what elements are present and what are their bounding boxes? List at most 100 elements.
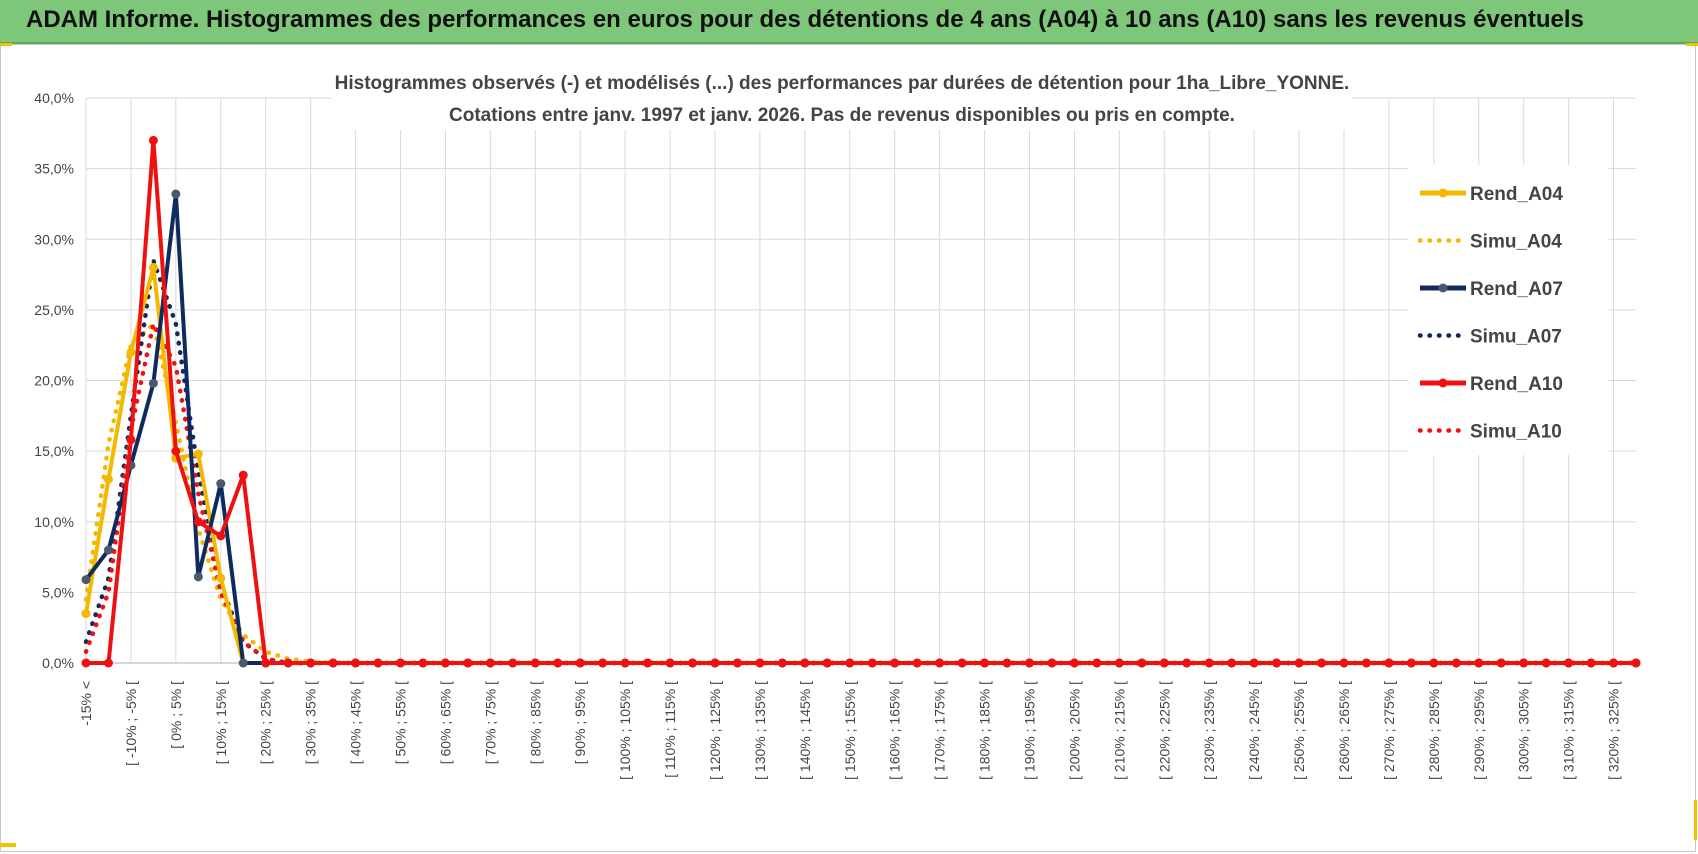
data-point-rend_a10 <box>598 658 608 668</box>
data-point-rend_a10 <box>1541 658 1551 668</box>
data-point-rend_a10 <box>1227 658 1237 668</box>
data-point-rend_a10 <box>216 531 226 541</box>
data-point-rend_a07 <box>216 479 226 489</box>
data-point-rend_a10 <box>1114 658 1124 668</box>
legend-label: Simu_A07 <box>1470 327 1562 348</box>
data-point-rend_a10 <box>957 658 967 668</box>
x-tick-label: [ 110% ; 115% [ <box>662 681 678 778</box>
x-tick-label: [ 320% ; 325% [ <box>1606 681 1622 780</box>
data-point-rend_a10 <box>1361 658 1371 668</box>
series-line-simu_a07 <box>83 258 1639 666</box>
x-tick-label: [ 310% ; 315% [ <box>1561 681 1577 780</box>
data-point-rend_a10 <box>1564 658 1574 668</box>
grid <box>85 97 1636 664</box>
data-point-rend_a10 <box>845 658 855 668</box>
data-point-rend_a07 <box>171 189 181 199</box>
axes: 0,0% 5,0% 10,0% 15,0% 20,0% 25,0% 30,0% 35,0% 40… <box>34 90 1636 780</box>
frame-corner-top-right <box>1686 43 1698 46</box>
data-point-rend_a10 <box>1317 658 1327 668</box>
data-point-rend_a10 <box>1204 658 1214 668</box>
y-tick-label: 25,0% <box>34 302 74 318</box>
x-tick-label: [ 120% ; 125% [ <box>707 681 723 780</box>
legend-marker <box>1438 188 1448 198</box>
data-point-rend_a10 <box>732 658 742 668</box>
y-tick-label: 20,0% <box>34 373 74 389</box>
data-point-rend_a04 <box>148 263 158 272</box>
x-tick-label: [ 50% ; 55% [ <box>392 681 408 764</box>
data-point-rend_a10 <box>1451 658 1461 668</box>
frame-corner-top-left <box>0 43 12 46</box>
series-line-rend_a10 <box>86 138 1636 665</box>
x-tick-label: [ 130% ; 135% [ <box>752 681 768 780</box>
data-point-rend_a10 <box>1024 658 1034 668</box>
legend-label: Rend_A04 <box>1470 184 1563 205</box>
data-point-rend_a10 <box>1496 658 1506 668</box>
data-point-rend_a10 <box>867 658 877 668</box>
legend-label: Rend_A07 <box>1470 279 1563 300</box>
data-point-rend_a10 <box>980 658 990 668</box>
y-tick-label: 5,0% <box>42 584 74 600</box>
data-point-rend_a10 <box>440 658 450 668</box>
data-point-rend_a10 <box>777 658 787 668</box>
data-point-rend_a10 <box>553 658 563 668</box>
data-point-rend_a10 <box>1339 658 1349 668</box>
x-tick-label: [ 240% ; 245% [ <box>1246 681 1262 780</box>
data-point-rend_a10 <box>418 658 428 668</box>
data-point-rend_a10 <box>710 658 720 668</box>
x-tick-label: [ 220% ; 225% [ <box>1156 681 1172 780</box>
data-point-rend_a10 <box>912 658 922 668</box>
y-tick-label: 15,0% <box>34 443 74 459</box>
data-point-rend_a10 <box>103 658 113 668</box>
data-point-rend_a10 <box>620 658 630 668</box>
x-tick-label: [ 180% ; 185% [ <box>977 681 993 780</box>
data-point-rend_a10 <box>643 658 653 668</box>
page-title: ADAM Informe. Histogrammes des performan… <box>26 6 1584 33</box>
data-point-rend_a10 <box>935 658 945 668</box>
series-line-simu_a10 <box>83 321 1639 666</box>
data-point-rend_a10 <box>306 658 316 668</box>
x-tick-label: [ 90% ; 95% [ <box>572 681 588 764</box>
x-tick-label: [ -10% ; -5% [ <box>123 681 139 766</box>
data-point-rend_a10 <box>1384 658 1394 668</box>
data-point-rend_a07 <box>238 658 248 668</box>
x-tick-label: [ 150% ; 155% [ <box>842 681 858 780</box>
data-point-rend_a07 <box>103 545 113 555</box>
data-point-rend_a10 <box>328 658 338 668</box>
data-point-rend_a10 <box>1272 658 1282 668</box>
data-point-rend_a04 <box>81 609 91 619</box>
chart-title-line: Histogrammes observés (-) et modélisés (… <box>335 73 1350 94</box>
data-point-rend_a10 <box>1137 658 1147 668</box>
series-line-rend_a04 <box>84 265 1636 665</box>
y-tick-label: 40,0% <box>34 90 74 106</box>
data-point-rend_a10 <box>373 658 383 668</box>
data-point-rend_a10 <box>1182 658 1192 668</box>
x-tick-label: [ 300% ; 305% [ <box>1516 681 1532 780</box>
x-tick-label: [ 30% ; 35% [ <box>303 681 319 764</box>
x-tick-label: [ 160% ; 165% [ <box>887 681 903 780</box>
data-point-rend_a10 <box>1002 658 1012 668</box>
data-point-rend_a10 <box>1519 658 1529 668</box>
data-point-rend_a10 <box>1406 658 1416 668</box>
data-point-rend_a10 <box>81 658 91 668</box>
data-point-rend_a10 <box>283 658 293 668</box>
data-point-rend_a10 <box>126 435 136 445</box>
x-tick-label: [ 70% ; 75% [ <box>482 681 498 764</box>
data-point-rend_a10 <box>1631 658 1641 668</box>
y-tick-label: 35,0% <box>34 161 74 177</box>
data-point-rend_a04 <box>216 573 226 583</box>
data-point-rend_a10 <box>755 658 765 668</box>
series-group <box>81 135 1641 668</box>
data-point-rend_a07 <box>148 378 158 388</box>
legend-label: Simu_A04 <box>1470 232 1562 253</box>
x-tick-label: [ 20% ; 25% [ <box>258 681 274 764</box>
data-point-rend_a10 <box>395 658 405 668</box>
x-tick-label: [ 100% ; 105% [ <box>617 681 633 780</box>
data-point-rend_a10 <box>148 135 158 145</box>
data-point-rend_a10 <box>171 446 181 456</box>
frame-corner-bottom-right <box>1694 800 1697 840</box>
x-tick-label: -15% < <box>78 681 94 726</box>
data-point-rend_a10 <box>822 658 832 668</box>
data-point-rend_a10 <box>485 658 495 668</box>
data-point-rend_a10 <box>1294 658 1304 668</box>
data-point-rend_a10 <box>1429 658 1439 668</box>
